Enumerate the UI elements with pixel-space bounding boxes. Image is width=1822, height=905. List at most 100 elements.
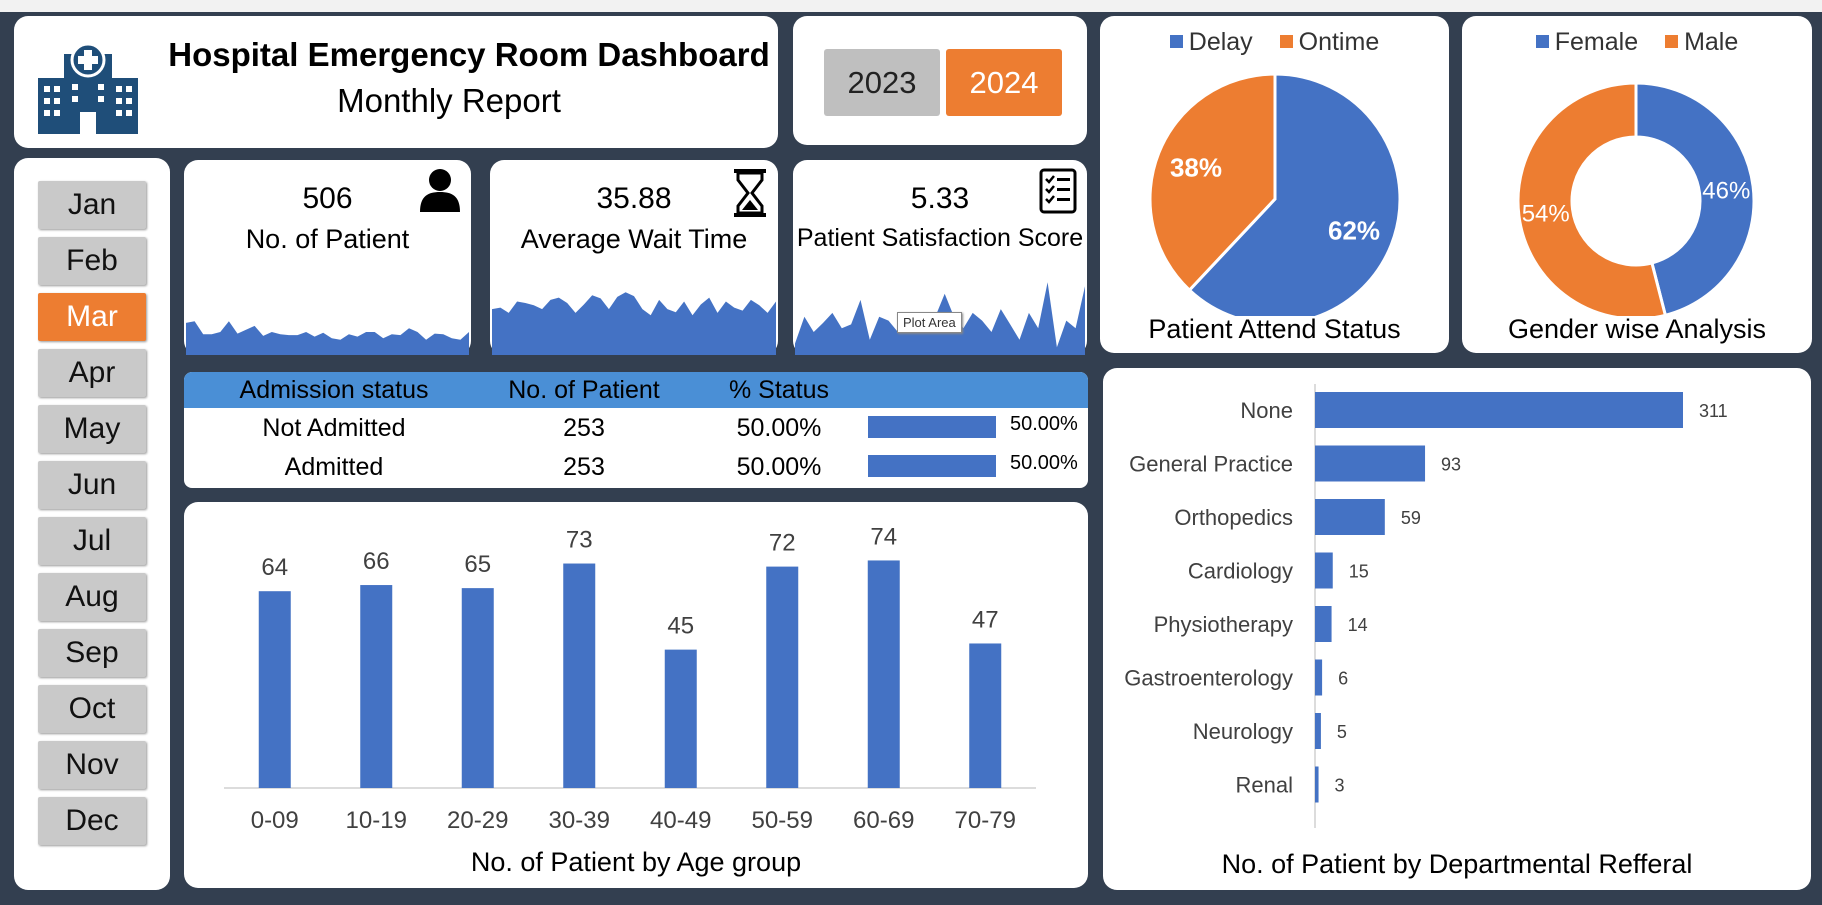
- plot-area-tooltip: Plot Area: [897, 312, 962, 333]
- age-tick-label: 50-59: [752, 807, 813, 834]
- referral-data-label: 311: [1699, 401, 1728, 421]
- year-button-2023[interactable]: 2023: [824, 49, 940, 116]
- age-group-chart-card: 64 0-09 66 10-19 65 20-29 73 30-39 45 40-49 72 50-5…: [184, 502, 1088, 888]
- age-bar-50-59: [766, 566, 799, 788]
- referral-category-label: Neurology: [1193, 719, 1293, 744]
- age-tick-label: 40-49: [650, 807, 711, 834]
- databar-not-admitted: [868, 416, 996, 438]
- age-bar-60-69: [867, 560, 900, 788]
- month-button-sep[interactable]: Sep: [38, 629, 146, 677]
- referral-data-label: 15: [1349, 562, 1369, 582]
- month-button-dec[interactable]: Dec: [38, 797, 146, 845]
- month-button-jan[interactable]: Jan: [38, 181, 146, 229]
- referral-data-label: 3: [1335, 776, 1345, 796]
- age-data-label: 64: [261, 554, 288, 581]
- age-data-label: 45: [667, 613, 694, 640]
- attend-status-pie: 62% 38%: [1148, 72, 1402, 316]
- month-slicer: Jan Feb Mar Apr May Jun Jul Aug Sep Oct …: [14, 158, 170, 890]
- attend-pie-title: Patient Attend Status: [1148, 314, 1401, 344]
- row-pct-not-admitted: 50.00%: [736, 414, 822, 442]
- wait-time-sparkline: [492, 292, 776, 355]
- row-count-admitted: 253: [563, 453, 605, 481]
- legend-item-delay: Delay: [1169, 28, 1253, 56]
- month-button-nov[interactable]: Nov: [38, 741, 146, 789]
- admission-status-table: Admission status No. of Patient % Status…: [184, 372, 1088, 488]
- age-bar-70-79: [969, 643, 1002, 788]
- referral-data-label: 59: [1401, 508, 1421, 528]
- referral-category-label: Physiotherapy: [1154, 612, 1293, 637]
- referral-category-label: General Practice: [1129, 452, 1293, 477]
- sparkline-area: [492, 292, 776, 355]
- row-pct-admitted: 50.00%: [736, 453, 822, 481]
- legend-swatch-female: [1535, 35, 1549, 48]
- departmental-referral-card: None 311 General Practice 93 Orthopedics 59 Ca…: [1103, 368, 1811, 890]
- age-data-label: 74: [870, 523, 897, 550]
- age-tick-label: 70-79: [955, 807, 1016, 834]
- hospital-building-icon: [38, 42, 138, 134]
- month-button-oct[interactable]: Oct: [38, 685, 146, 733]
- pie-label-female: 46%: [1702, 178, 1750, 205]
- age-tick-label: 60-69: [853, 807, 914, 834]
- month-button-jun[interactable]: Jun: [38, 461, 146, 509]
- age-chart-title: No. of Patient by Age group: [470, 847, 802, 877]
- legend-item-female: Female: [1535, 28, 1638, 56]
- legend-item-ontime: Ontime: [1279, 28, 1379, 56]
- referral-category-label: Cardiology: [1188, 559, 1293, 584]
- month-button-aug[interactable]: Aug: [38, 573, 146, 621]
- age-bar-30-39: [563, 563, 596, 788]
- kpi-patients-label: No. of Patient: [245, 224, 410, 254]
- kpi-card-satisfaction: 5.33 Patient Satisfaction Score Plot Are…: [793, 160, 1087, 355]
- referral-bar-general-practice: [1315, 445, 1426, 482]
- checklist-icon: [1039, 168, 1077, 214]
- age-bar-20-29: [461, 588, 494, 788]
- referral-chart-title: No. of Patient by Departmental Refferal: [1221, 849, 1693, 879]
- referral-data-label: 6: [1338, 669, 1348, 689]
- gender-donut-chart: 46% 54%: [1516, 81, 1756, 316]
- age-tick-label: 20-29: [447, 807, 508, 834]
- age-tick-label: 30-39: [549, 807, 610, 834]
- legend-label-delay: Delay: [1188, 28, 1253, 56]
- pie-slice-female: [1634, 81, 1756, 316]
- age-data-label: 47: [972, 606, 999, 633]
- patients-sparkline: [186, 321, 469, 355]
- referral-bar-renal: [1315, 766, 1319, 803]
- referral-category-label: Gastroenterology: [1124, 666, 1293, 691]
- age-group-bar-chart: 64 0-09 66 10-19 65 20-29 73 30-39 45 40-49 72 50-5…: [224, 523, 1036, 834]
- gender-pie-title: Gender wise Analysis: [1507, 314, 1767, 344]
- month-button-may[interactable]: May: [38, 405, 146, 453]
- pie-slice-male: [1516, 81, 1668, 316]
- databar-label-not-admitted: 50.00%: [1010, 413, 1078, 435]
- attend-status-card: Delay Ontime 62% 38% Patient Attend Statu…: [1100, 16, 1449, 353]
- databar-label-admitted: 50.00%: [1010, 452, 1078, 474]
- referral-bar-chart: None 311 General Practice 93 Orthopedics 59 Ca…: [1124, 384, 1728, 828]
- person-icon: [420, 169, 460, 212]
- year-button-2024[interactable]: 2024: [946, 49, 1062, 116]
- dashboard-subtitle: Monthly Report: [337, 82, 561, 119]
- legend-label-male: Male: [1684, 28, 1739, 56]
- month-button-apr[interactable]: Apr: [38, 349, 146, 397]
- age-data-label: 72: [769, 530, 796, 557]
- gender-analysis-card: Female Male 46% 54% Gender wise Analysis: [1462, 16, 1812, 353]
- referral-category-label: Orthopedics: [1174, 505, 1293, 530]
- kpi-card-wait-time: 35.88 Average Wait Time: [490, 160, 778, 355]
- referral-data-label: 93: [1441, 455, 1461, 475]
- referral-bar-orthopedics: [1315, 499, 1385, 535]
- month-button-feb[interactable]: Feb: [38, 237, 146, 285]
- referral-category-label: None: [1240, 398, 1293, 423]
- month-button-jul[interactable]: Jul: [38, 517, 146, 565]
- header-admission-status: Admission status: [239, 376, 429, 404]
- legend-swatch-ontime: [1279, 35, 1293, 48]
- age-data-label: 66: [363, 548, 390, 575]
- referral-data-label: 5: [1337, 722, 1347, 742]
- referral-bar-neurology: [1315, 713, 1321, 749]
- pie-label-male: 54%: [1522, 200, 1570, 227]
- dashboard-title: Hospital Emergency Room Dashboard: [168, 36, 770, 73]
- row-count-not-admitted: 253: [563, 414, 605, 442]
- legend-item-male: Male: [1665, 28, 1738, 56]
- kpi-score-value: 5.33: [910, 182, 970, 215]
- year-slicer: 2023 2024: [793, 16, 1087, 145]
- age-data-label: 65: [464, 551, 491, 578]
- kpi-wait-label: Average Wait Time: [520, 224, 748, 254]
- gender-legend: Female Male: [1462, 28, 1812, 57]
- month-button-mar[interactable]: Mar: [38, 293, 146, 341]
